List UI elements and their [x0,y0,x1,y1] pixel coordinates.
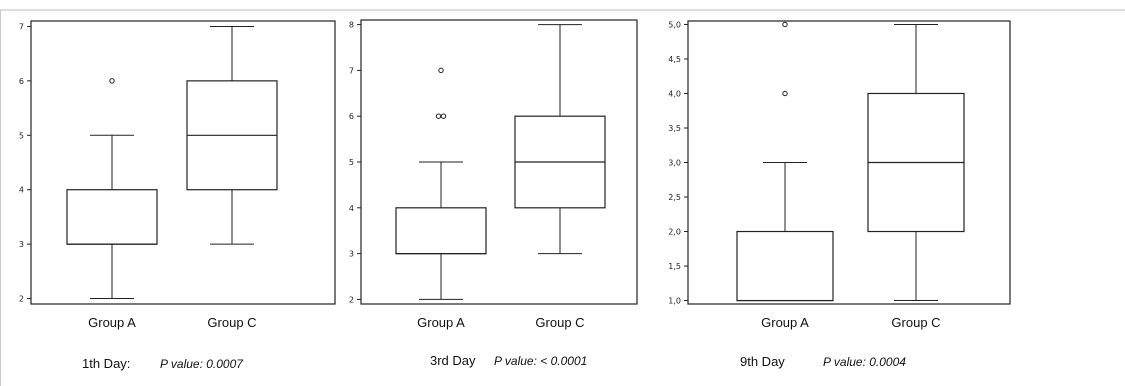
day-caption: 9th Day [740,354,785,369]
category-label: Group A [417,315,465,330]
plot-frame [30,20,336,305]
box-group-c [514,24,606,255]
chart-panel-1: 2 3 4 5 6 7 Group A Group C 1th Day: P value: 0.0… [19,20,336,371]
y-tick-label: 2 [19,295,24,304]
y-tick-label: 3,5 [668,124,681,133]
y-tick-label: 4 [19,186,24,195]
y-tick-label: 1,5 [668,262,681,271]
y-tick-label: 3 [349,250,354,259]
box-group-c [867,23,965,302]
interquartile-box [66,189,158,245]
y-tick-label: 5 [349,158,354,167]
p-value-caption: P value: 0.0007 [160,357,244,371]
y-tick-label: 6 [19,77,24,86]
outlier-point [782,90,788,97]
interquartile-box [395,207,487,255]
y-tick-label: 4 [349,204,354,213]
day-caption: 1th Day: [82,356,130,371]
y-tick-label: 3 [19,240,24,249]
chart-panel-3: 1,0 1,5 2,0 2,5 3,0 3,5 4,0 4,5 5,0 Group A Group … [668,20,1011,369]
y-tick-label: 2,0 [668,228,681,237]
outlier-point [782,21,788,28]
y-tick-label: 5 [19,131,24,140]
p-value-caption: P value: < 0.0001 [494,354,587,368]
y-tick-label: 4,5 [668,55,681,64]
category-label: Group A [88,315,136,330]
y-tick-label: 6 [349,112,354,121]
day-caption: 3rd Day [430,353,476,368]
y-tick-label: 3,0 [668,159,681,168]
y-tick-label: 8 [349,21,354,30]
y-tick-label: 2,5 [668,193,681,202]
box-group-a [395,67,487,300]
outlier-point [435,113,442,119]
interquartile-box [736,230,834,302]
p-value-caption: P value: 0.0004 [823,355,906,369]
box-group-a [66,78,158,300]
y-tick-label: 7 [19,22,24,31]
box-group-c [186,25,278,245]
y-tick-label: 1,0 [668,297,681,306]
y-tick-label: 2 [349,295,354,304]
y-tick-label: 5,0 [668,20,681,29]
chart-panel-2: 2 3 4 5 6 7 8 Group A Group C 3rd Day P value: < 0… [349,19,638,368]
category-label: Group C [891,315,940,330]
outlier-point [438,67,444,74]
category-label: Group A [761,315,809,330]
box-group-a [736,21,834,302]
outlier-point [109,78,115,84]
category-label: Group C [535,315,584,330]
y-tick-label: 7 [349,66,354,75]
category-label: Group C [207,315,256,330]
outlier-point [440,113,447,119]
y-tick-label: 4,0 [668,89,681,98]
